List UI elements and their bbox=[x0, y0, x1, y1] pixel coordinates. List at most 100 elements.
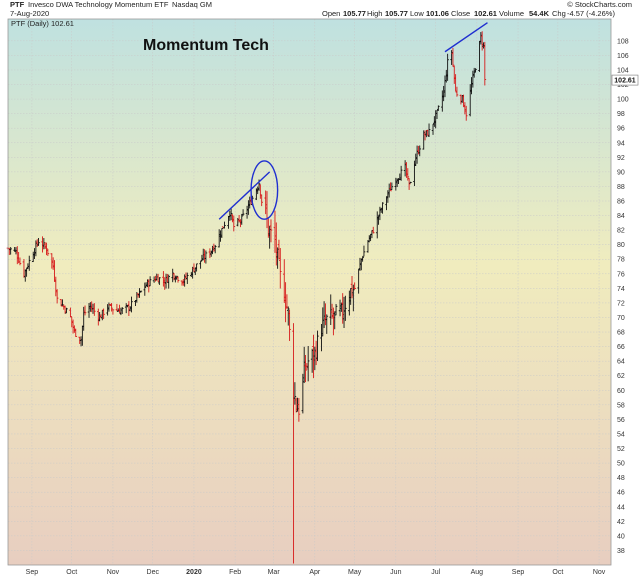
ohlc-bar bbox=[451, 47, 455, 67]
x-tick-label: Mar bbox=[268, 569, 281, 576]
volume-value: 54.4K bbox=[529, 9, 550, 18]
ohlc-bar bbox=[304, 354, 307, 383]
ohlc-bar bbox=[232, 215, 236, 232]
y-tick-label: 52 bbox=[617, 446, 625, 453]
ohlc-bar bbox=[325, 314, 329, 334]
ohlc-bar bbox=[37, 237, 40, 246]
y-tick-label: 48 bbox=[617, 475, 625, 482]
x-tick-label: Jul bbox=[431, 569, 440, 576]
y-tick-label: 54 bbox=[617, 431, 625, 438]
y-tick-label: 98 bbox=[617, 111, 625, 118]
x-tick-label: Nov bbox=[107, 569, 120, 576]
y-tick-label: 68 bbox=[617, 330, 625, 337]
y-tick-label: 50 bbox=[617, 461, 625, 468]
ohlc-bar bbox=[344, 295, 347, 321]
y-tick-label: 94 bbox=[617, 140, 625, 147]
y-tick-label: 100 bbox=[617, 97, 629, 104]
ohlc-bar bbox=[427, 123, 431, 138]
y-tick-label: 62 bbox=[617, 373, 625, 380]
y-tick-label: 56 bbox=[617, 417, 625, 424]
ohlc-bar bbox=[199, 260, 202, 269]
ohlc-bar bbox=[18, 257, 22, 266]
y-tick-label: 96 bbox=[617, 126, 625, 133]
trend-line bbox=[444, 22, 488, 53]
ohlc-bar bbox=[102, 308, 105, 320]
annotation-title: Momentum Tech bbox=[143, 37, 269, 54]
x-tick-label: May bbox=[348, 569, 362, 576]
ohlc-bar bbox=[297, 398, 301, 422]
chg-value: -4.57 (-4.26%) bbox=[567, 9, 615, 18]
y-tick-label: 66 bbox=[617, 344, 625, 351]
x-tick-label: Jun bbox=[390, 569, 401, 576]
ohlc-bar bbox=[399, 165, 403, 181]
ohlc-bar bbox=[371, 226, 375, 234]
ohlc-bar bbox=[406, 168, 410, 181]
ohlc-bar bbox=[483, 41, 487, 86]
ohlc-bar bbox=[293, 382, 297, 405]
x-tick-label: Feb bbox=[229, 569, 241, 576]
date-label: 7-Aug-2020 bbox=[10, 9, 49, 18]
y-tick-label: 102 bbox=[617, 82, 629, 89]
y-tick-label: 86 bbox=[617, 199, 625, 206]
ohlc-bar bbox=[148, 276, 152, 287]
ohlc-bar bbox=[241, 209, 245, 216]
ohlc-bar bbox=[352, 284, 355, 312]
ohlc-bar bbox=[27, 255, 31, 271]
plot-background bbox=[8, 19, 611, 565]
ohlc-bar bbox=[93, 303, 96, 316]
ohlc-bar bbox=[130, 296, 133, 313]
y-tick-label: 104 bbox=[617, 67, 629, 74]
ohlc-bar bbox=[143, 282, 147, 296]
ohlc-bar bbox=[65, 307, 68, 314]
ohlc-bar bbox=[176, 276, 180, 283]
ohlc-bar bbox=[110, 302, 113, 312]
y-tick-label: 74 bbox=[617, 286, 625, 293]
series-label: PTF (Daily) 102.61 bbox=[11, 19, 74, 28]
ohlc-bar bbox=[111, 309, 115, 315]
y-tick-label: 42 bbox=[617, 519, 625, 526]
volume-label: Volume bbox=[499, 9, 524, 18]
ohlc-bar bbox=[306, 346, 310, 382]
y-tick-label: 40 bbox=[617, 533, 625, 540]
y-tick-label: 82 bbox=[617, 228, 625, 235]
grid bbox=[8, 19, 611, 565]
y-tick-label: 106 bbox=[617, 53, 629, 60]
x-tick-label: Oct bbox=[66, 569, 77, 576]
x-tick-label: Dec bbox=[147, 569, 160, 576]
ohlc-bar bbox=[288, 309, 291, 341]
y-tick-label: 84 bbox=[617, 213, 625, 220]
ohlc-bar bbox=[175, 275, 178, 280]
ohlc-bar bbox=[83, 305, 87, 316]
ohlc-bar bbox=[204, 250, 208, 264]
low-label: Low bbox=[410, 9, 424, 18]
ohlc-bar bbox=[389, 182, 392, 192]
y-tick-label: 78 bbox=[617, 257, 625, 264]
ohlc-bar bbox=[171, 268, 174, 283]
ohlc-bar bbox=[59, 299, 63, 307]
ohlc-bar bbox=[269, 219, 273, 243]
ohlc-bar bbox=[407, 177, 411, 190]
ohlc-bar bbox=[167, 274, 171, 289]
ohlc-bar bbox=[418, 145, 422, 157]
description-label: Invesco DWA Technology Momentum ETF bbox=[28, 0, 169, 9]
x-tick-label: Apr bbox=[309, 569, 321, 576]
high-label: High bbox=[367, 9, 382, 18]
close-value: 102.61 bbox=[474, 9, 497, 18]
y-tick-label: 46 bbox=[617, 490, 625, 497]
y-tick-label: 80 bbox=[617, 242, 625, 249]
ohlc-bar bbox=[334, 303, 338, 316]
ohlc-bar bbox=[186, 272, 189, 284]
ohlc-bar bbox=[353, 282, 356, 290]
ohlc-bar bbox=[139, 290, 143, 293]
high-value: 105.77 bbox=[385, 9, 408, 18]
x-tick-label: Oct bbox=[552, 569, 563, 576]
ohlc-bar bbox=[46, 248, 50, 256]
x-tick-label: Nov bbox=[593, 569, 606, 576]
y-axis: 38 40 42 44 46 48 50 52 54 56 58 60 62 64 66 68 70 72 74 76… bbox=[617, 38, 629, 555]
ohlc-bar bbox=[195, 263, 198, 272]
x-tick-label: Aug bbox=[471, 569, 484, 576]
low-value: 101.06 bbox=[426, 9, 449, 18]
symbol-label: PTF bbox=[10, 0, 25, 9]
ohlc-bars bbox=[6, 31, 487, 564]
ohlc-bar bbox=[220, 227, 224, 238]
